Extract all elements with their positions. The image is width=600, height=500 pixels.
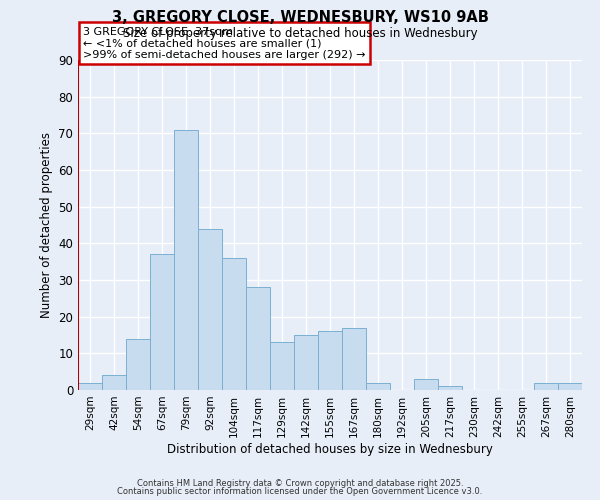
Bar bbox=[534, 382, 558, 390]
Bar bbox=[102, 376, 126, 390]
Bar bbox=[558, 382, 582, 390]
Bar bbox=[270, 342, 294, 390]
Bar bbox=[438, 386, 462, 390]
Text: Contains public sector information licensed under the Open Government Licence v3: Contains public sector information licen… bbox=[118, 487, 482, 496]
Y-axis label: Number of detached properties: Number of detached properties bbox=[40, 132, 53, 318]
Text: Contains HM Land Registry data © Crown copyright and database right 2025.: Contains HM Land Registry data © Crown c… bbox=[137, 478, 463, 488]
Bar bbox=[342, 328, 366, 390]
Bar bbox=[246, 288, 270, 390]
Bar bbox=[366, 382, 390, 390]
Bar bbox=[150, 254, 174, 390]
Bar bbox=[198, 228, 222, 390]
Bar bbox=[126, 338, 150, 390]
Bar bbox=[294, 335, 318, 390]
Text: Size of property relative to detached houses in Wednesbury: Size of property relative to detached ho… bbox=[122, 28, 478, 40]
Bar bbox=[222, 258, 246, 390]
Bar bbox=[414, 379, 438, 390]
Text: 3, GREGORY CLOSE, WEDNESBURY, WS10 9AB: 3, GREGORY CLOSE, WEDNESBURY, WS10 9AB bbox=[112, 10, 488, 25]
Bar bbox=[174, 130, 198, 390]
X-axis label: Distribution of detached houses by size in Wednesbury: Distribution of detached houses by size … bbox=[167, 442, 493, 456]
Bar bbox=[318, 332, 342, 390]
Bar bbox=[78, 382, 102, 390]
Text: 3 GREGORY CLOSE: 37sqm
← <1% of detached houses are smaller (1)
>99% of semi-det: 3 GREGORY CLOSE: 37sqm ← <1% of detached… bbox=[83, 27, 365, 60]
